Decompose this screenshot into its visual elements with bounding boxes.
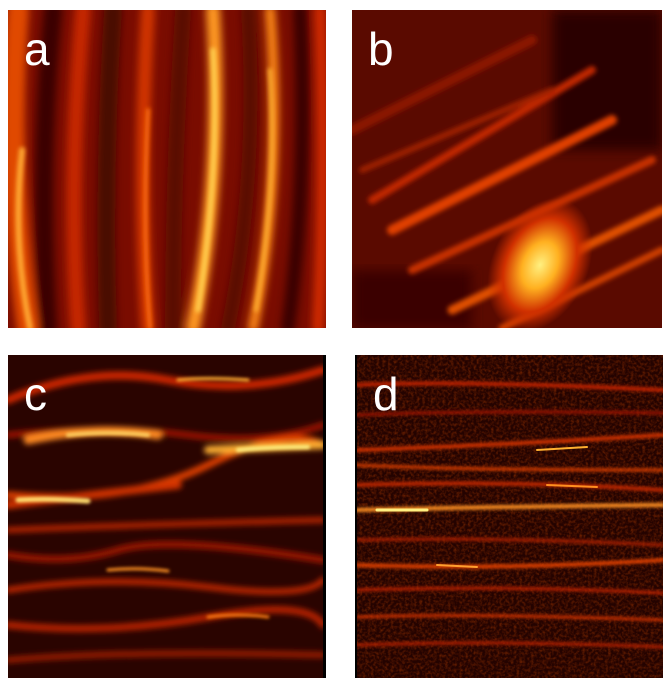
panel-label-b: b <box>368 23 394 75</box>
micrograph-panel-b: b <box>352 10 662 328</box>
panel-label-d: d <box>373 368 399 420</box>
fiber-image-c <box>8 355 323 678</box>
fiber-image-b <box>352 10 662 328</box>
micrograph-panel-d: d <box>355 355 663 678</box>
panel-label-a: a <box>24 23 50 75</box>
fiber-image-d <box>357 355 663 678</box>
micrograph-panel-a: a <box>8 10 326 328</box>
fiber-image-a <box>8 10 326 328</box>
panel-label-c: c <box>24 368 47 420</box>
micrograph-panel-c: c <box>8 355 326 678</box>
